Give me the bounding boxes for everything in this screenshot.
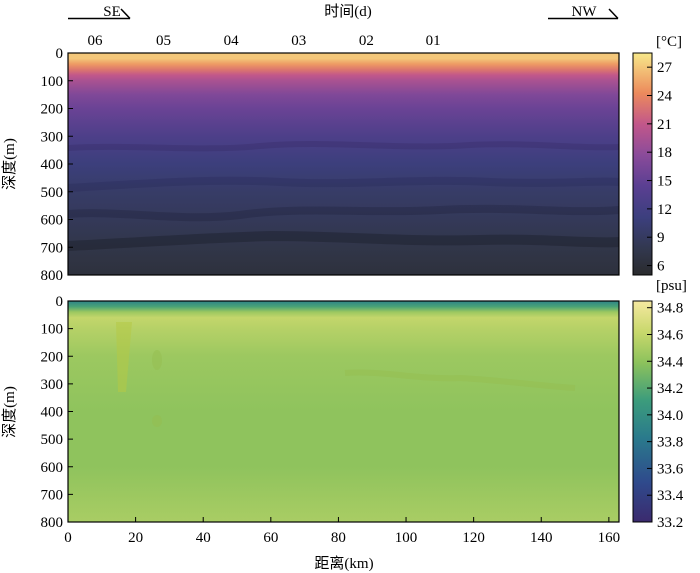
temperature-y-tick-label: 100	[41, 74, 64, 90]
isotherm-lower	[67, 204, 620, 222]
salinity-patch-a	[152, 350, 162, 370]
temperature-y-label: 深度(m)	[1, 138, 18, 190]
temperature-y-tick-label: 500	[41, 185, 64, 201]
nw-arrow-head	[608, 8, 619, 20]
salinity-features	[116, 322, 576, 427]
salinity-colorbar-tick-label: 33.2	[657, 515, 683, 531]
distance-x-tick-label: 20	[128, 530, 143, 546]
salinity-y-tick-label: 0	[56, 294, 64, 310]
salinity-colorbar-tick-label: 33.8	[657, 435, 683, 451]
distance-x-tick-label: 80	[331, 530, 346, 546]
distance-x-label: 距离(km)	[314, 555, 373, 572]
temperature-colorbar-tick-label: 27	[657, 60, 673, 76]
salinity-y-ticks: 0 100 200 300 400 500 600 700 800	[41, 294, 73, 531]
salinity-y-tick-label: 400	[41, 405, 64, 421]
time-tick-label: 01	[426, 33, 441, 49]
temperature-colorbar	[632, 52, 653, 276]
nw-direction-marker: NW	[548, 4, 619, 20]
isotherm-deep	[67, 230, 620, 251]
salinity-filament	[344, 369, 576, 391]
temperature-colorbar-tick-label: 12	[657, 202, 672, 218]
distance-x-tick-label: 140	[530, 530, 553, 546]
temperature-colorbar-unit: [°C]	[656, 34, 682, 50]
salinity-panel: 深度(m) 0 100 200 300 400 500 600 700 800 0 20 40 60 8…	[1, 278, 687, 572]
salinity-y-label: 深度(m)	[1, 386, 18, 438]
distance-x-tick-label: 120	[462, 530, 485, 546]
time-axis-label: 时间(d)	[324, 3, 372, 20]
salinity-tongue	[116, 322, 132, 392]
temperature-colorbar-tick-label: 21	[657, 117, 672, 133]
salinity-y-tick-label: 500	[41, 432, 64, 448]
temperature-colorbar-tick-label: 6	[657, 259, 665, 275]
salinity-y-tick-label: 800	[41, 515, 64, 531]
distance-x-tick-label: 0	[64, 530, 72, 546]
salinity-colorbar-tick-label: 34.8	[657, 301, 683, 317]
temperature-y-tick-label: 0	[56, 46, 64, 62]
salinity-y-tick-label: 600	[41, 460, 64, 476]
se-direction-marker: SE	[68, 4, 131, 20]
temperature-y-ticks: 0 100 200 300 400 500 600 700 800	[41, 46, 73, 284]
time-tick-label: 05	[156, 33, 171, 49]
time-ticks: 06 05 04 03 02 01	[88, 33, 441, 58]
temperature-y-tick-label: 200	[41, 102, 64, 118]
se-label: SE	[103, 4, 121, 20]
temperature-contour-bands	[67, 141, 620, 251]
salinity-colorbar-tick-label: 34.4	[657, 354, 684, 370]
salinity-y-tick-label: 300	[41, 377, 64, 393]
time-tick-label: 04	[224, 33, 240, 49]
salinity-field	[68, 301, 619, 522]
salinity-y-tick-label: 700	[41, 487, 64, 503]
salinity-x-ticks: 0 20 40 60 80 100 120 140 160	[64, 517, 620, 546]
nw-label: NW	[572, 4, 598, 20]
temperature-y-tick-label: 300	[41, 129, 64, 145]
distance-x-tick-label: 160	[598, 530, 621, 546]
salinity-colorbar	[632, 300, 653, 523]
time-tick-label: 06	[88, 33, 104, 49]
temperature-y-tick-label: 800	[41, 268, 64, 284]
salinity-patch-b	[152, 415, 162, 427]
salinity-y-tick-label: 200	[41, 349, 64, 365]
temperature-y-tick-label: 700	[41, 240, 64, 256]
temperature-colorbar-tick-label: 24	[657, 89, 673, 105]
salinity-colorbar-ticks: 34.8 34.6 34.4 34.2 34.0 33.8 33.6 33.4 33.2	[647, 301, 684, 531]
temperature-colorbar-tick-label: 9	[657, 230, 665, 246]
salinity-colorbar-tick-label: 34.6	[657, 327, 684, 343]
salinity-colorbar-tick-label: 34.2	[657, 381, 683, 397]
isotherm-mid	[67, 176, 620, 192]
temperature-y-tick-label: 400	[41, 157, 64, 173]
temperature-y-tick-label: 600	[41, 213, 64, 229]
time-tick-label: 02	[359, 33, 374, 49]
temperature-colorbar-tick-label: 18	[657, 145, 672, 161]
time-tick-label: 03	[291, 33, 306, 49]
salinity-colorbar-unit: [psu]	[656, 278, 687, 294]
salinity-colorbar-tick-label: 34.0	[657, 408, 683, 424]
salinity-y-tick-label: 100	[41, 322, 64, 338]
top-axis: 时间(d) SE NW 06 05 04 03 02 01	[68, 3, 619, 58]
temperature-colorbar-ticks: 27 24 21 18 15 12 9 6	[647, 60, 673, 275]
salinity-colorbar-tick-label: 33.4	[657, 488, 684, 504]
salinity-colorbar-tick-label: 33.6	[657, 461, 684, 477]
distance-x-tick-label: 40	[196, 530, 211, 546]
temperature-field	[68, 53, 619, 275]
distance-x-tick-label: 100	[395, 530, 418, 546]
distance-x-tick-label: 60	[263, 530, 278, 546]
isotherm-upper	[67, 141, 620, 152]
temperature-colorbar-tick-label: 15	[657, 174, 672, 190]
se-arrow-head	[120, 8, 131, 20]
